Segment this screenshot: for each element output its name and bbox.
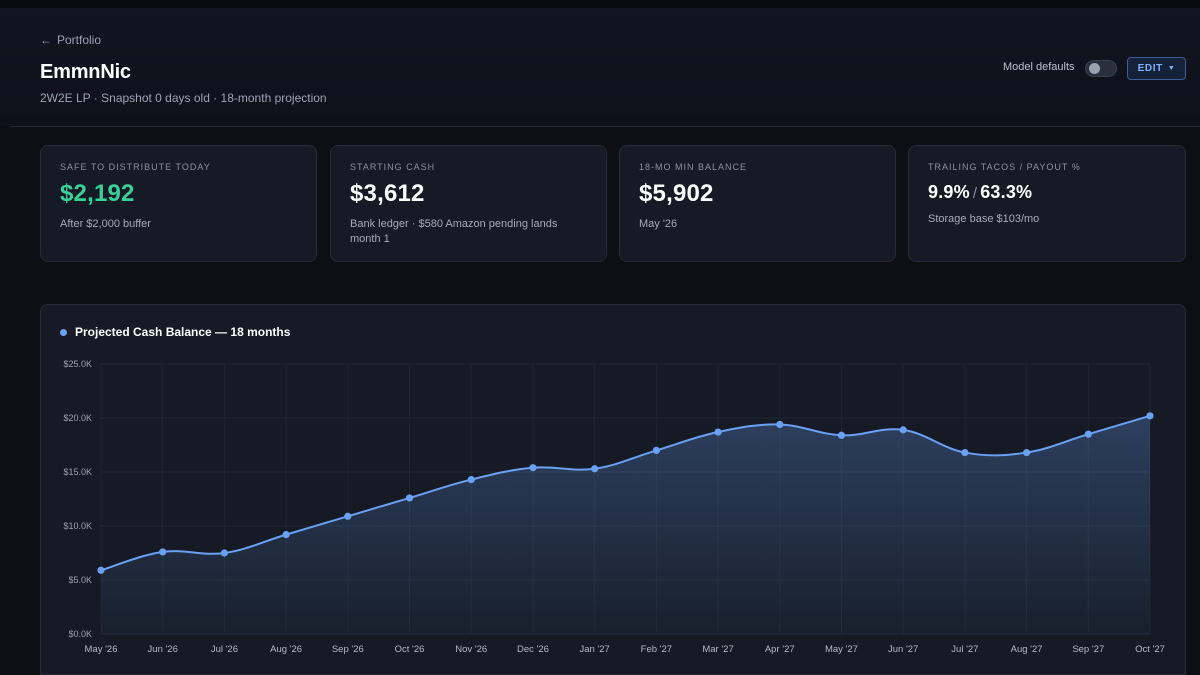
data-point <box>159 548 167 556</box>
card-sub: Bank ledger · $580 Amazon pending lands … <box>350 218 558 245</box>
page-header <box>0 8 1200 126</box>
model-defaults-label: Model defaults <box>1003 61 1075 73</box>
card-value: $5,902 <box>639 180 714 207</box>
series-line <box>100 414 1151 572</box>
chart-title-text: Projected Cash Balance — 18 months <box>75 325 291 339</box>
x-tick-label: Jul '27 <box>951 644 978 655</box>
x-tick-label: Oct '26 <box>395 644 425 655</box>
edit-button-label: EDIT <box>1137 63 1163 74</box>
card-value: $3,612 <box>350 180 425 207</box>
area-fill <box>101 415 1150 634</box>
card-sub: After $2,000 buffer <box>60 218 151 230</box>
x-tick-label: Aug '27 <box>1011 644 1043 655</box>
y-tick-label: $0.0K <box>68 629 92 639</box>
x-tick-label: May '27 <box>825 644 858 655</box>
card-sub: Storage base $103/mo <box>928 213 1040 225</box>
y-tick-label: $25.0K <box>63 359 92 369</box>
data-point <box>529 464 537 472</box>
x-tick-label: Mar '27 <box>702 644 733 655</box>
top-strip <box>0 0 1200 8</box>
payout-value: 63.3% <box>980 182 1033 202</box>
data-point <box>220 549 229 557</box>
card-label: 18-MO MIN BALANCE <box>639 162 748 172</box>
chart-title: Projected Cash Balance — 18 months <box>60 325 290 339</box>
data-point <box>899 426 907 434</box>
page-subtitle: 2W2E LP · Snapshot 0 days old · 18-month… <box>40 91 327 105</box>
x-tick-label: Apr '27 <box>765 644 795 655</box>
data-point <box>467 475 475 484</box>
x-tick-label: Sep '26 <box>332 644 364 655</box>
y-tick-label: $5.0K <box>68 575 92 585</box>
x-tick-label: Oct '27 <box>1135 644 1165 655</box>
card-value: 9.9%/63.3% <box>928 182 1166 203</box>
tacos-value: 9.9% <box>928 182 970 202</box>
card-sub: May '26 <box>639 218 678 230</box>
card-min-balance: 18-MO MIN BALANCE $5,902 May '26 <box>619 145 896 262</box>
card-trailing-tacos: TRAILING TACOS / PAYOUT % 9.9%/63.3% Sto… <box>908 145 1186 262</box>
toggle-knob <box>1089 63 1100 74</box>
y-tick-label: $15.0K <box>63 467 92 477</box>
x-tick-label: Feb '27 <box>641 644 672 655</box>
data-point <box>961 448 969 457</box>
data-point <box>714 428 722 436</box>
model-defaults-toggle[interactable] <box>1085 60 1117 77</box>
cash-balance-chart-card: $0.0K $5.0K $10.0K $15.0K $20.0K $25.0K May '2… <box>40 304 1186 675</box>
data-point <box>652 446 660 454</box>
edit-button[interactable]: EDIT ▼ <box>1127 57 1186 80</box>
data-point <box>1146 412 1154 420</box>
x-tick-label: Nov '26 <box>455 644 487 655</box>
data-point <box>282 531 290 539</box>
x-tick-label: Jul '26 <box>211 644 238 655</box>
card-label: STARTING CASH <box>350 162 436 172</box>
card-label: SAFE TO DISTRIBUTE TODAY <box>60 162 211 172</box>
cash-balance-chart: $0.0K $5.0K $10.0K $15.0K $20.0K $25.0K May '2… <box>63 359 1165 655</box>
data-point <box>97 566 105 574</box>
data-point <box>1022 448 1031 457</box>
series-dot-icon <box>60 328 67 336</box>
x-tick-label: Jun '27 <box>888 644 918 655</box>
data-point <box>776 420 784 429</box>
x-tick-label: Jan '27 <box>579 644 609 655</box>
data-point <box>344 512 352 520</box>
card-safe-to-distribute: SAFE TO DISTRIBUTE TODAY $2,192 After $2… <box>40 145 317 262</box>
caret-down-icon: ▼ <box>1167 65 1176 72</box>
arrow-left-icon: ← <box>40 33 52 47</box>
y-tick-label: $10.0K <box>63 521 92 531</box>
back-link-label: Portfolio <box>57 33 102 47</box>
data-point <box>405 494 414 502</box>
x-tick-label: Aug '26 <box>270 644 302 655</box>
value-separator: / <box>972 185 978 202</box>
x-tick-label: Dec '26 <box>517 644 549 655</box>
page-title: EmmnNic <box>40 61 131 83</box>
header-divider <box>10 126 1200 127</box>
card-label: TRAILING TACOS / PAYOUT % <box>928 162 1081 172</box>
card-value: $2,192 <box>60 180 135 207</box>
data-point <box>1084 430 1092 438</box>
data-point <box>837 431 846 439</box>
card-starting-cash: STARTING CASH $3,612 Bank ledger · $580 … <box>330 145 607 262</box>
back-to-portfolio-link[interactable]: ← Portfolio <box>40 33 101 47</box>
x-tick-label: Sep '27 <box>1072 644 1104 655</box>
y-tick-label: $20.0K <box>63 413 92 423</box>
x-tick-label: May '26 <box>85 644 118 655</box>
data-point <box>591 465 599 473</box>
x-tick-label: Jun '26 <box>148 644 178 655</box>
